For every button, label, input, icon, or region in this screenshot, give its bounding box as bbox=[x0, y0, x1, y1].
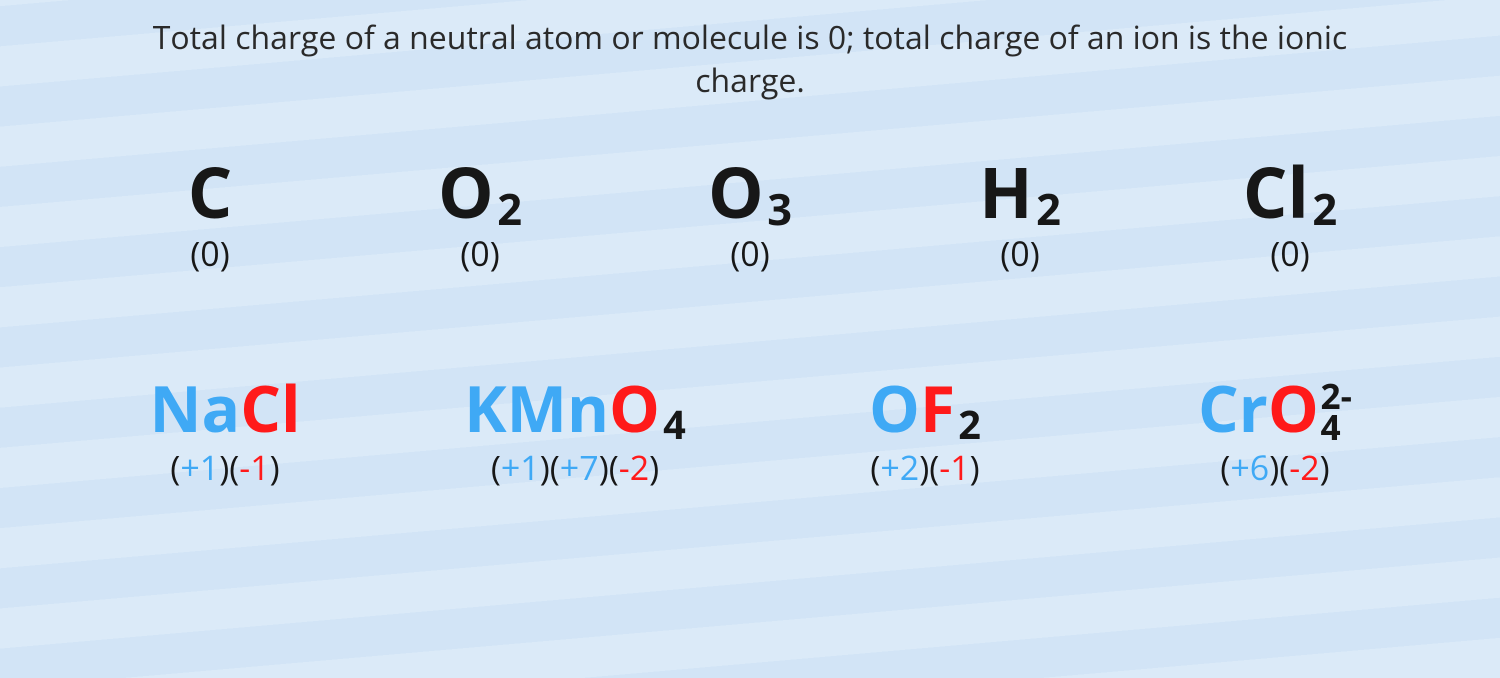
ox-value: +7 bbox=[560, 444, 599, 490]
content-wrapper: Total charge of a neutral atom or molecu… bbox=[0, 0, 1500, 678]
oxidation-line: (0) bbox=[730, 236, 770, 270]
oxidation-line: (0) bbox=[1270, 236, 1310, 270]
formula: NaCl bbox=[150, 376, 301, 440]
element-symbol: F bbox=[920, 376, 955, 440]
ox-value: 0 bbox=[740, 230, 759, 276]
element-symbol: O bbox=[869, 376, 920, 440]
ox-value: +2 bbox=[880, 444, 919, 490]
formula: O3 bbox=[708, 156, 792, 226]
oxidation-line: (+2)(-1) bbox=[870, 450, 979, 484]
formula: C bbox=[188, 156, 233, 226]
element-symbol: O bbox=[708, 156, 764, 226]
element-symbol: O bbox=[438, 156, 494, 226]
molecule-H2: H2 (0) bbox=[960, 156, 1080, 270]
oxidation-line: (+1)(+7)(-2) bbox=[491, 450, 659, 484]
element-symbol: O bbox=[609, 376, 660, 440]
element-symbol: H bbox=[979, 156, 1033, 226]
ox-value: 0 bbox=[470, 230, 489, 276]
ox-value: -1 bbox=[239, 444, 269, 490]
molecule-O2: O2 (0) bbox=[420, 156, 540, 270]
ox-value: +1 bbox=[501, 444, 540, 490]
molecule-O3: O3 (0) bbox=[690, 156, 810, 270]
subscript: 4 bbox=[1321, 412, 1352, 444]
ox-value: 0 bbox=[1010, 230, 1029, 276]
formula: KMnO4 bbox=[464, 376, 686, 440]
oxidation-line: (+1)(-1) bbox=[170, 450, 279, 484]
element-symbol: Cr bbox=[1198, 376, 1268, 440]
formula: O2 bbox=[438, 156, 522, 226]
formula: H2 bbox=[979, 156, 1061, 226]
molecule-Cl2: Cl2 (0) bbox=[1230, 156, 1350, 270]
element-symbol: Na bbox=[150, 376, 241, 440]
compound-CrO4-2minus: CrO2-4 (+6)(-2) bbox=[1155, 376, 1395, 484]
formula: CrO2-4 bbox=[1198, 376, 1352, 440]
caption-text: Total charge of a neutral atom or molecu… bbox=[140, 16, 1360, 102]
ox-value: 0 bbox=[200, 230, 219, 276]
ox-value: -2 bbox=[1289, 444, 1319, 490]
subscript: 3 bbox=[767, 187, 792, 230]
element-symbol: K bbox=[464, 376, 507, 440]
ox-value: +6 bbox=[1230, 444, 1269, 490]
subscript: 2 bbox=[958, 405, 981, 445]
subscript: 4 bbox=[663, 405, 686, 445]
row-neutral-molecules: C (0) O2 (0) O3 (0) H2 (0) Cl2 bbox=[0, 156, 1500, 270]
element-symbol: Cl bbox=[1243, 156, 1309, 226]
row-compounds: NaCl (+1)(-1) KMnO4 (+1)(+7)(-2) OF2 (+2… bbox=[0, 376, 1500, 484]
ox-value: -2 bbox=[619, 444, 649, 490]
subscript: 2 bbox=[497, 187, 522, 230]
subscript: 2 bbox=[1312, 187, 1337, 230]
oxidation-line: (0) bbox=[460, 236, 500, 270]
compound-OF2: OF2 (+2)(-1) bbox=[805, 376, 1045, 484]
compound-NaCl: NaCl (+1)(-1) bbox=[105, 376, 345, 484]
oxidation-line: (0) bbox=[1000, 236, 1040, 270]
element-symbol: Mn bbox=[507, 376, 609, 440]
ox-value: +1 bbox=[180, 444, 219, 490]
sup-sub-stack: 2-4 bbox=[1321, 381, 1352, 444]
oxidation-line: (+6)(-2) bbox=[1220, 450, 1329, 484]
ox-value: -1 bbox=[939, 444, 969, 490]
formula: OF2 bbox=[869, 376, 981, 440]
formula: Cl2 bbox=[1243, 156, 1337, 226]
molecule-C: C (0) bbox=[150, 156, 270, 270]
subscript: 2 bbox=[1036, 187, 1061, 230]
ox-value: 0 bbox=[1280, 230, 1299, 276]
element-symbol: C bbox=[188, 156, 233, 226]
compound-KMnO4: KMnO4 (+1)(+7)(-2) bbox=[455, 376, 695, 484]
element-symbol: O bbox=[1268, 376, 1319, 440]
oxidation-line: (0) bbox=[190, 236, 230, 270]
element-symbol: Cl bbox=[240, 376, 300, 440]
